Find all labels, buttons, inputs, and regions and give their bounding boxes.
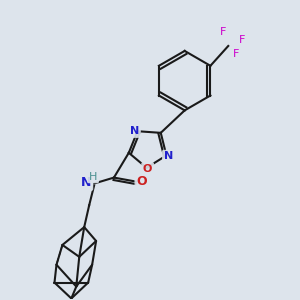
Text: N: N bbox=[130, 126, 139, 136]
Text: N: N bbox=[164, 152, 173, 161]
Text: F: F bbox=[239, 35, 245, 45]
Text: F: F bbox=[220, 27, 226, 37]
Text: O: O bbox=[143, 164, 152, 174]
Text: N: N bbox=[81, 176, 92, 189]
Text: F: F bbox=[233, 49, 239, 59]
Text: O: O bbox=[136, 175, 147, 188]
Text: H: H bbox=[89, 172, 97, 182]
